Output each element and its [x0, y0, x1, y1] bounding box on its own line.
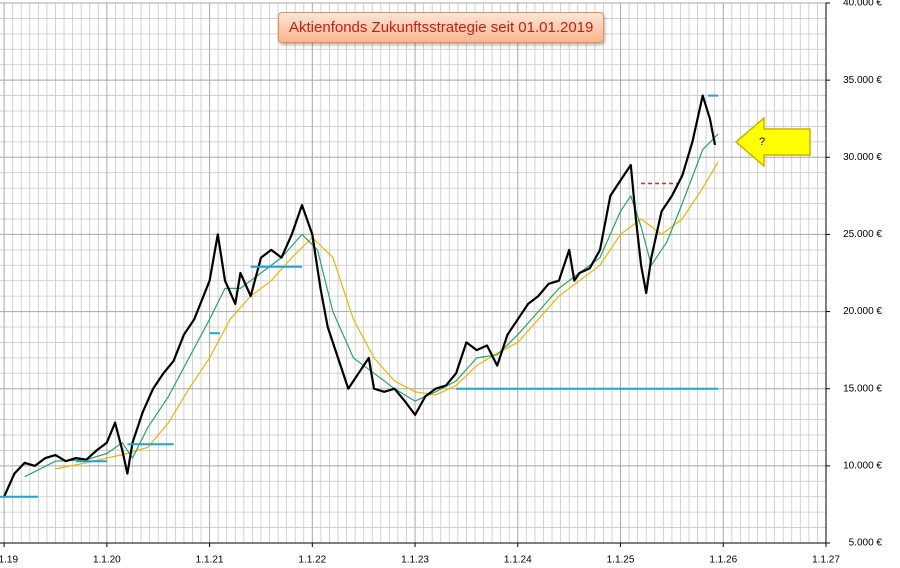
x-tick-label: 1.1.21 [196, 555, 224, 566]
x-tick-label: 1.1.20 [93, 555, 121, 566]
series-line [24, 133, 719, 478]
x-tick-label: 1.1.22 [298, 555, 326, 566]
x-tick-label: 1.1.25 [607, 555, 635, 566]
y-tick-label: 25.000 € [843, 229, 882, 240]
grid: 5.000 € 10.000 € 15.000 € 20.000 € 25.000 € 3… [0, 0, 882, 566]
series-line [3, 94, 717, 498]
x-tick-label: 1.1.27 [812, 555, 840, 566]
chart-title: Aktienfonds Zukunftsstrategie seit 01.01… [278, 12, 605, 43]
y-tick-label: 35.000 € [843, 75, 882, 86]
x-tick-label: 1.1.23 [401, 555, 429, 566]
annotation: ? [759, 136, 765, 148]
y-tick-label: 10.000 € [843, 460, 882, 471]
y-tick-label: 40.000 € [843, 0, 882, 9]
y-tick-label: 20.000 € [843, 306, 882, 317]
arrow [734, 116, 811, 168]
x-tick-label: 1.1.19 [0, 555, 18, 566]
arrow-callout: ? [734, 116, 811, 168]
x-tick-label: 1.1.26 [709, 555, 737, 566]
y-tick-label: 30.000 € [843, 152, 882, 163]
y-tick-label: 15.000 € [843, 383, 882, 394]
marks [0, 94, 719, 498]
y-tick-label: 5.000 € [849, 538, 883, 549]
x-tick-label: 1.1.24 [504, 555, 532, 566]
series-line [55, 161, 719, 470]
